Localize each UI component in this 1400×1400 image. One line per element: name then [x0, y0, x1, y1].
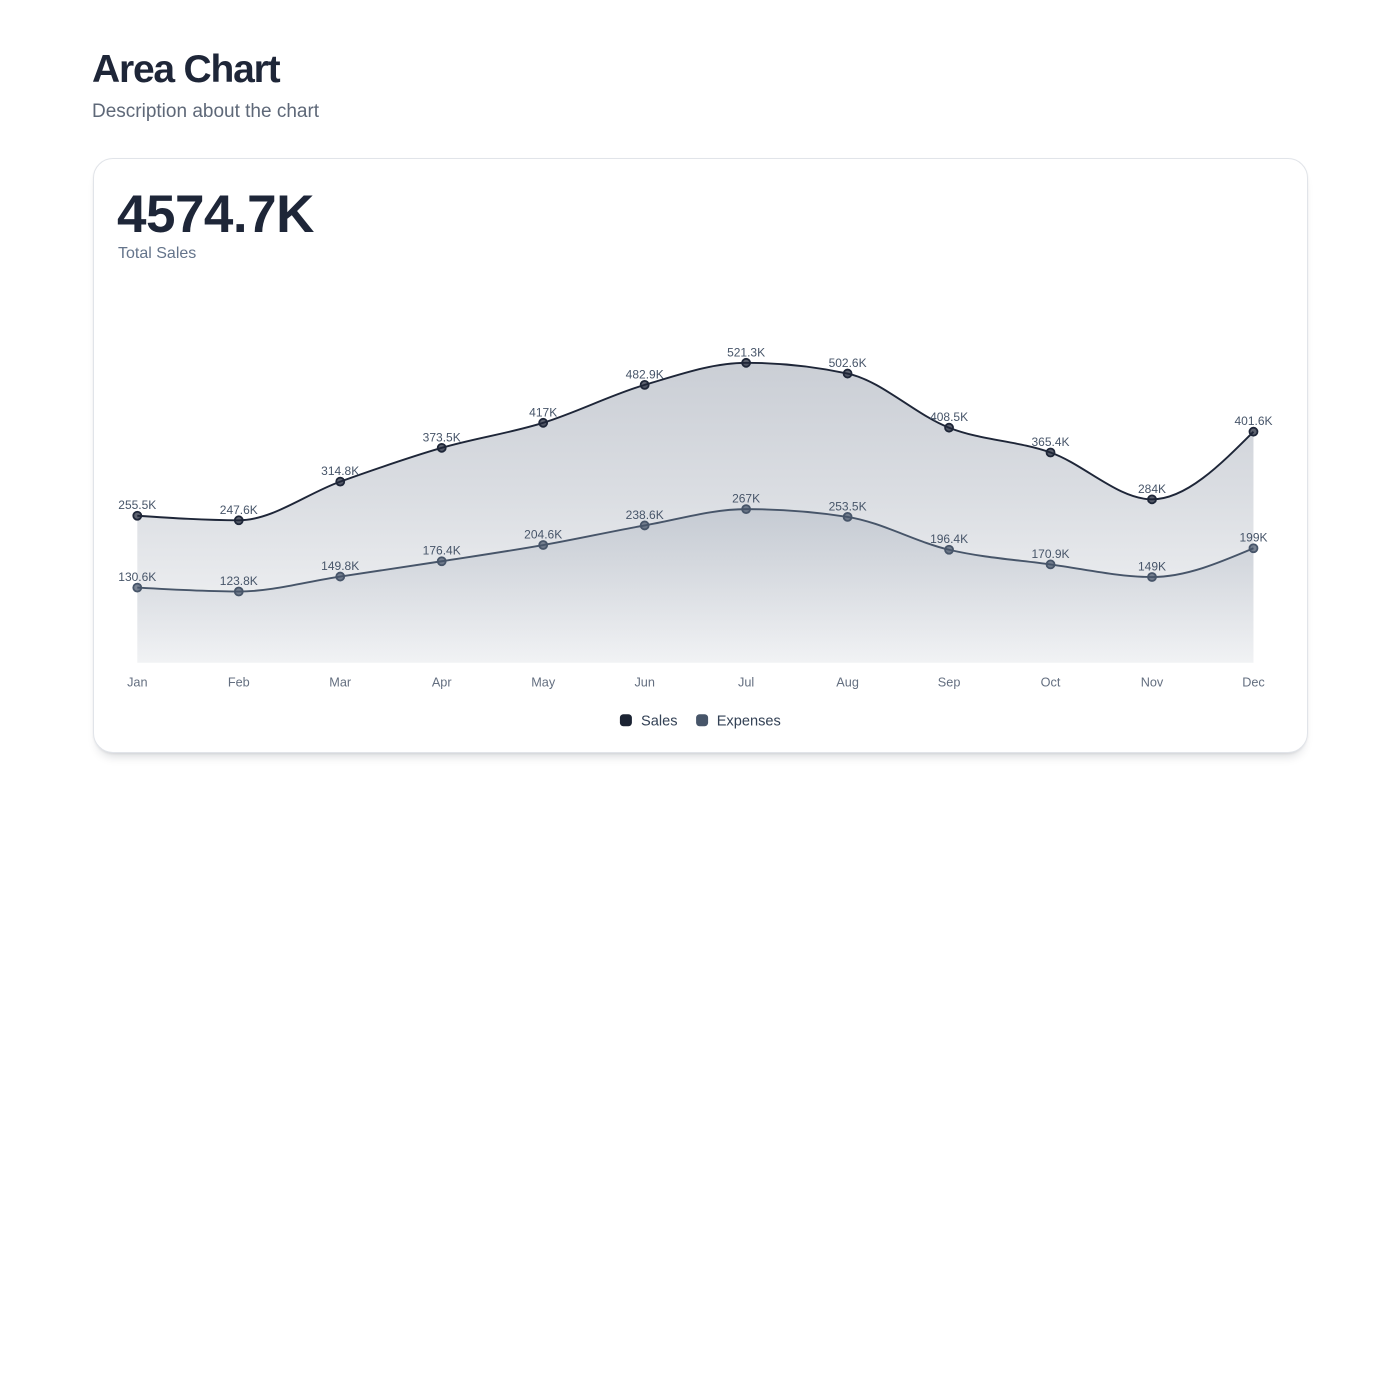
svg-text:149K: 149K — [1137, 559, 1165, 573]
svg-text:373.5K: 373.5K — [422, 430, 460, 444]
svg-text:417K: 417K — [529, 405, 557, 419]
svg-text:Nov: Nov — [1140, 675, 1163, 689]
svg-text:Jan: Jan — [127, 675, 147, 689]
svg-text:May: May — [531, 675, 556, 689]
svg-text:253.5K: 253.5K — [828, 499, 866, 513]
svg-text:401.6K: 401.6K — [1234, 414, 1272, 428]
svg-text:Oct: Oct — [1040, 675, 1060, 689]
svg-text:284K: 284K — [1137, 481, 1165, 495]
svg-text:267K: 267K — [732, 491, 760, 505]
svg-text:255.5K: 255.5K — [118, 498, 156, 512]
svg-text:199K: 199K — [1239, 530, 1267, 544]
svg-text:Dec: Dec — [1242, 675, 1265, 689]
svg-text:314.8K: 314.8K — [321, 464, 359, 478]
svg-text:Expenses: Expenses — [716, 713, 780, 729]
svg-text:Aug: Aug — [836, 675, 859, 689]
svg-text:170.9K: 170.9K — [1031, 546, 1069, 560]
svg-text:365.4K: 365.4K — [1031, 435, 1069, 449]
svg-text:130.6K: 130.6K — [118, 570, 156, 584]
svg-text:Sep: Sep — [937, 675, 960, 689]
svg-text:149.8K: 149.8K — [321, 559, 359, 573]
svg-text:Mar: Mar — [329, 675, 352, 689]
svg-text:482.9K: 482.9K — [625, 367, 663, 381]
svg-text:Jun: Jun — [634, 675, 654, 689]
svg-text:176.4K: 176.4K — [422, 543, 460, 557]
svg-text:521.3K: 521.3K — [727, 345, 765, 359]
svg-text:Feb: Feb — [227, 675, 249, 689]
svg-text:Jul: Jul — [737, 675, 753, 689]
svg-text:247.6K: 247.6K — [219, 502, 257, 516]
svg-text:Sales: Sales — [641, 713, 678, 729]
svg-text:196.4K: 196.4K — [930, 532, 968, 546]
svg-text:Apr: Apr — [431, 675, 452, 689]
svg-text:123.8K: 123.8K — [219, 574, 257, 588]
svg-text:502.6K: 502.6K — [828, 356, 866, 370]
svg-text:238.6K: 238.6K — [625, 508, 663, 522]
svg-text:204.6K: 204.6K — [524, 527, 562, 541]
svg-text:408.5K: 408.5K — [930, 410, 968, 424]
